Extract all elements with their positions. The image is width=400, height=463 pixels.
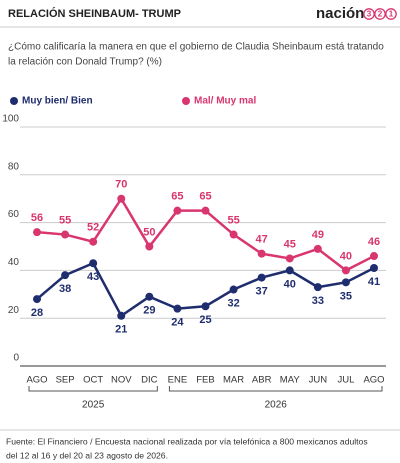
data-label: 40	[340, 250, 352, 262]
data-point	[117, 311, 126, 320]
y-tick-label: 0	[13, 353, 19, 364]
data-label: 29	[143, 305, 155, 317]
data-point	[33, 295, 41, 304]
x-tick-label: ENE	[168, 375, 188, 386]
data-point	[117, 194, 126, 203]
x-tick-label: FEB	[196, 375, 214, 386]
y-tick-label: 40	[8, 257, 20, 268]
x-tick-label: MAR	[223, 375, 244, 386]
y-tick-label: 20	[8, 305, 20, 316]
x-tick-label: JUN	[309, 375, 328, 386]
data-label: 50	[143, 226, 155, 238]
data-point	[145, 242, 154, 251]
data-label: 55	[227, 214, 239, 226]
y-tick-label: 60	[8, 209, 20, 220]
x-tick-label: AGO	[26, 375, 47, 386]
data-label: 38	[59, 283, 71, 295]
data-label: 40	[284, 278, 296, 290]
data-point	[285, 266, 294, 275]
data-point	[285, 254, 294, 263]
x-tick-label: AGO	[363, 375, 384, 386]
data-label: 56	[31, 212, 43, 224]
data-point	[229, 230, 238, 239]
data-label: 52	[87, 222, 99, 234]
data-point	[313, 283, 322, 292]
data-point	[341, 278, 350, 287]
data-label: 41	[368, 276, 380, 288]
data-label: 55	[59, 214, 71, 226]
data-label: 32	[227, 297, 239, 309]
data-label: 49	[312, 229, 324, 241]
x-tick-label: OCT	[83, 375, 103, 386]
data-point	[173, 206, 182, 215]
data-point	[173, 304, 182, 313]
x-tick-label: DIC	[141, 375, 158, 386]
data-point	[341, 266, 350, 275]
data-label: 46	[368, 236, 380, 248]
data-label: 24	[171, 317, 184, 329]
data-point	[89, 237, 98, 246]
year-label: 2026	[265, 400, 288, 411]
x-tick-label: ABR	[252, 375, 272, 386]
data-point	[257, 249, 266, 258]
legend-label: Muy bien/ Bien	[22, 96, 93, 107]
logo-digit: 3	[367, 10, 372, 19]
logo-circle	[385, 8, 397, 20]
data-point	[201, 302, 210, 311]
y-tick-label: 80	[8, 161, 20, 172]
brand-name: nación	[316, 5, 364, 22]
data-point	[257, 273, 266, 282]
chart-title: RELACIÓN SHEINBAUM- TRUMP	[8, 7, 181, 20]
data-point	[229, 285, 238, 294]
footer: del 12 al 16 y del 20 al 23 agosto de 20…	[6, 450, 168, 460]
data-label: 21	[115, 324, 127, 336]
logo-digit: 2	[378, 10, 383, 19]
data-label: 47	[256, 234, 268, 246]
x-tick-label: SEP	[56, 375, 75, 386]
data-point	[89, 259, 98, 268]
y-tick-label: 100	[2, 114, 19, 125]
subtitle: la relación con Donald Trump? (%)	[8, 57, 162, 68]
data-point	[201, 206, 210, 215]
year-label: 2025	[82, 400, 105, 411]
data-point	[33, 228, 41, 237]
x-tick-label: JUL	[337, 375, 354, 386]
data-label: 25	[199, 314, 211, 326]
data-point	[145, 292, 154, 301]
year-bracket	[28, 386, 158, 392]
footer: Fuente: El Financiero / Encuesta naciona…	[6, 436, 368, 446]
data-label: 65	[199, 191, 211, 203]
data-label: 65	[171, 191, 183, 203]
data-point	[370, 264, 378, 273]
data-point	[370, 252, 378, 261]
x-tick-label: MAY	[280, 375, 301, 386]
subtitle: ¿Cómo calificaría la manera en que el go…	[8, 42, 384, 53]
data-point	[61, 271, 70, 280]
data-label: 43	[87, 271, 99, 283]
data-point	[313, 244, 322, 253]
data-point	[61, 230, 70, 239]
logo-digit: 1	[389, 10, 394, 19]
year-bracket	[168, 386, 383, 392]
data-label: 37	[256, 285, 268, 297]
data-label: 35	[340, 290, 352, 302]
legend-marker	[10, 97, 18, 105]
legend-label: Mal/ Muy mal	[194, 96, 256, 107]
x-tick-label: NOV	[111, 375, 132, 386]
data-label: 33	[312, 295, 324, 307]
data-label: 28	[31, 307, 43, 319]
legend-marker	[182, 97, 190, 105]
data-label: 45	[284, 238, 296, 250]
data-label: 70	[115, 179, 127, 191]
